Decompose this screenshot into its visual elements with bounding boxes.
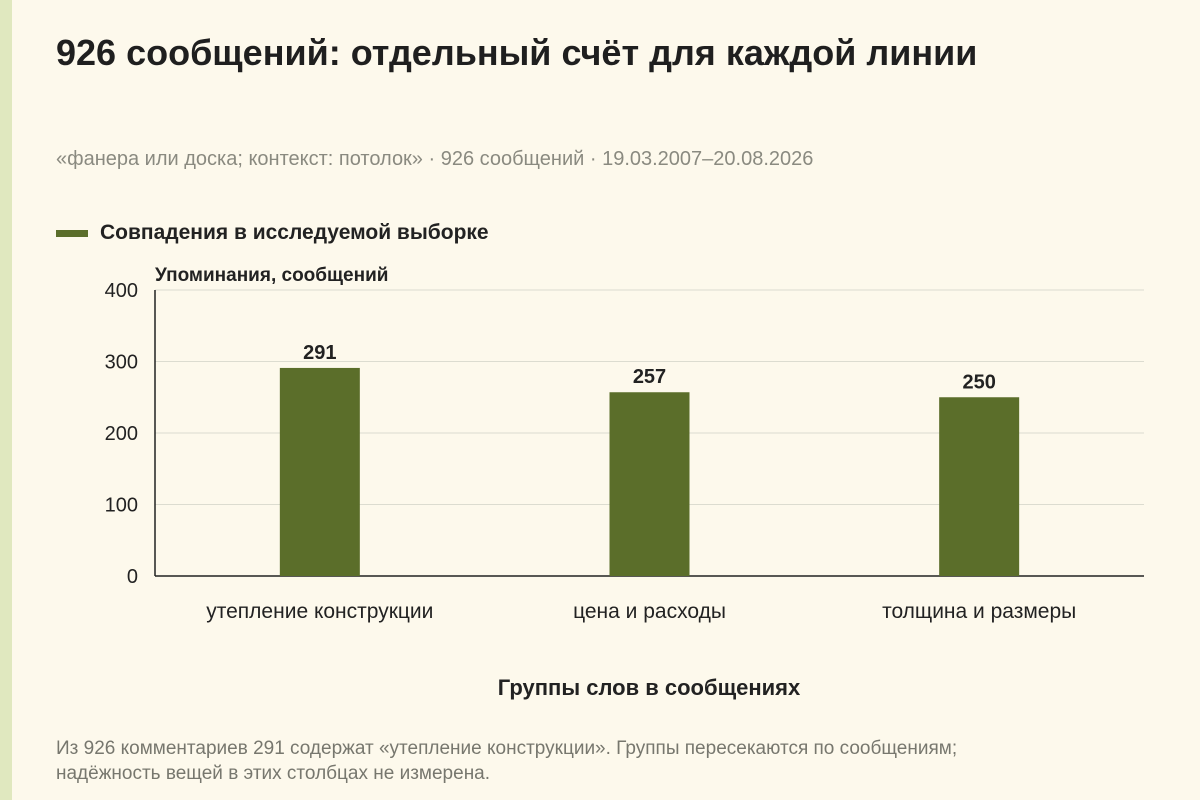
- bars: [279, 367, 1020, 576]
- footnote: Из 926 комментариев 291 содержат «утепле…: [56, 738, 958, 784]
- bar: [939, 397, 1020, 576]
- x-axis-title: Группы слов в сообщениях: [498, 675, 801, 700]
- y-axis-title: Упоминания, сообщений: [155, 265, 388, 286]
- chart-title: 926 сообщений: отдельный счёт для каждой…: [56, 32, 978, 73]
- y-tick-label: 300: [105, 352, 138, 374]
- data-label: 291: [303, 342, 336, 364]
- y-axis-ticks: 0 100 200 300 400: [105, 280, 138, 588]
- legend-swatch: [56, 229, 88, 237]
- y-tick-label: 200: [105, 423, 138, 445]
- y-tick-label: 0: [127, 566, 138, 588]
- x-axis-categories: утепление конструкции цена и расходы толщи…: [206, 600, 1076, 623]
- x-category-label: цена и расходы: [573, 600, 726, 623]
- y-tick-label: 100: [105, 495, 138, 517]
- y-tick-label: 400: [105, 280, 138, 302]
- bar: [609, 392, 690, 576]
- legend-label: Совпадения в исследуемой выборке: [100, 221, 489, 244]
- data-label: 257: [633, 366, 666, 388]
- data-label: 250: [962, 371, 995, 393]
- data-labels: 291 257 250: [303, 342, 996, 393]
- legend: Совпадения в исследуемой выборке: [56, 218, 489, 248]
- bar: [279, 367, 360, 576]
- x-category-label: толщина и размеры: [882, 600, 1076, 623]
- x-category-label: утепление конструкции: [206, 600, 433, 623]
- chart-subtitle: «фанера или доска; контекст: потолок» · …: [56, 148, 814, 170]
- bar-chart: 0 100 200 300 400 291 257 250 утепление констр…: [105, 265, 1144, 700]
